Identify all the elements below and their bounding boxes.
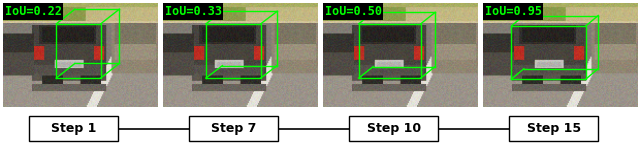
Text: Step 10: Step 10 — [367, 122, 420, 135]
Text: Step 7: Step 7 — [211, 122, 256, 135]
Text: IoU=0.22: IoU=0.22 — [4, 5, 61, 18]
FancyBboxPatch shape — [29, 116, 118, 141]
Text: Step 1: Step 1 — [51, 122, 96, 135]
Text: IoU=0.50: IoU=0.50 — [324, 5, 381, 18]
FancyBboxPatch shape — [349, 116, 438, 141]
FancyBboxPatch shape — [509, 116, 598, 141]
Text: IoU=0.33: IoU=0.33 — [164, 5, 221, 18]
Text: Step 15: Step 15 — [527, 122, 580, 135]
Text: IoU=0.95: IoU=0.95 — [484, 5, 541, 18]
FancyBboxPatch shape — [189, 116, 278, 141]
